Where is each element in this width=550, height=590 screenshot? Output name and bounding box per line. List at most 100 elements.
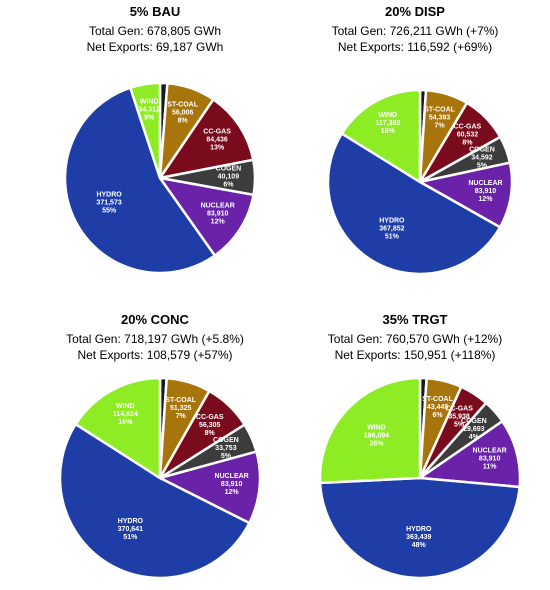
slice-category: COGEN — [469, 147, 495, 154]
pie-slice — [63, 86, 217, 275]
slice-category: WIND — [378, 112, 397, 119]
slice-category: HYDRO — [96, 192, 122, 199]
slice-label: ST-COAL 51,325 7% — [165, 397, 196, 420]
slice-percent: 8% — [205, 430, 216, 437]
chart-title: 20% DISP — [385, 4, 445, 19]
slice-value: 371,573 — [96, 200, 121, 207]
net-exports: Net Exports: 69,187 GWh — [87, 40, 224, 54]
slice-category: ST-COAL — [165, 397, 196, 404]
slice-value: 363,439 — [406, 534, 431, 541]
slice-percent: 12% — [211, 219, 226, 226]
slice-label: HYDRO 363,439 48% — [406, 526, 432, 549]
slice-value: 114,624 — [113, 411, 138, 418]
slice-category: CC-GAS — [196, 414, 224, 421]
slice-label: WIND 196,094 26% — [364, 425, 389, 448]
slice-category: WIND — [140, 98, 159, 105]
slice-category: HYDRO — [118, 518, 144, 525]
pie-chart: 5% BAU Total Gen: 678,805 GWh Net Exports:… — [63, 4, 257, 275]
pie-chart: 20% CONC Total Gen: 718,197 GWh (+5.8%) Ne… — [58, 312, 262, 580]
slice-percent: 16% — [381, 128, 396, 135]
pie-chart: 20% DISP Total Gen: 726,211 GWh (+7%) Net … — [326, 4, 514, 276]
chart-title: 35% TRGT — [382, 312, 447, 327]
pie-slice — [340, 88, 422, 185]
slice-value: 196,094 — [364, 433, 389, 440]
slice-label: HYDRO 367,852 51% — [379, 217, 405, 240]
slice-label: HYDRO 370,641 51% — [118, 518, 144, 541]
slice-percent: 6% — [223, 182, 234, 189]
slice-percent: 5% — [454, 422, 465, 429]
pie-slice — [416, 419, 522, 489]
slice-category: CC-GAS — [454, 124, 482, 131]
slice-percent: 5% — [144, 114, 155, 121]
slice-percent: 48% — [412, 542, 427, 549]
slice-percent: 55% — [102, 208, 117, 215]
slice-category: HYDRO — [406, 526, 432, 533]
slice-percent: 8% — [462, 140, 473, 147]
slice-label: WIND 114,624 16% — [113, 403, 138, 426]
slice-label: ST-COAL 43,445 6% — [422, 396, 453, 419]
slice-value: 51,325 — [170, 405, 192, 412]
slice-value: 35,938 — [448, 414, 470, 421]
slice-label: CC-GAS 84,436 13% — [203, 128, 231, 151]
slice-category: ST-COAL — [424, 107, 455, 114]
slice-value: 83,910 — [475, 188, 497, 195]
slice-percent: 12% — [478, 196, 493, 203]
slice-percent: 7% — [176, 413, 187, 420]
slice-category: NUCLEAR — [215, 473, 249, 480]
slice-label: NUCLEAR 83,910 12% — [201, 203, 235, 226]
slice-category: NUCLEAR — [201, 203, 235, 210]
slice-percent: 51% — [385, 233, 400, 240]
slice-label: CC-GAS 56,305 8% — [196, 414, 224, 437]
slice-value: 33,753 — [215, 445, 237, 452]
slice-category: WIND — [116, 403, 135, 410]
slice-label: ST-COAL 54,393 7% — [424, 107, 455, 130]
slice-category: ST-COAL — [167, 101, 198, 108]
slice-value: 43,445 — [427, 404, 449, 411]
slice-percent: 16% — [118, 419, 133, 426]
slice-label: COGEN 29,693 4% — [461, 418, 487, 441]
pie-slice — [157, 97, 255, 180]
slice-percent: 7% — [435, 123, 446, 130]
slice-label: CC-GAS 60,532 8% — [454, 124, 482, 147]
slice-category: COGEN — [216, 166, 242, 173]
slice-label: ST-COAL 56,006 8% — [167, 101, 198, 124]
slice-value: 29,693 — [463, 426, 485, 433]
slice-category: COGEN — [461, 418, 487, 425]
slice-percent: 5% — [477, 163, 488, 170]
total-gen: Total Gen: 718,197 GWh (+5.8%) — [66, 332, 244, 346]
slice-value: 54,393 — [429, 115, 451, 122]
slice-percent: 51% — [123, 534, 138, 541]
slice-value: 83,910 — [221, 481, 243, 488]
slice-category: COGEN — [213, 437, 239, 444]
total-gen: Total Gen: 760,570 GWh (+12%) — [328, 332, 502, 346]
total-gen: Total Gen: 678,805 GWh — [89, 24, 221, 38]
pie-slice — [416, 161, 514, 229]
pie-slice — [318, 476, 521, 580]
pie-chart: 35% TRGT Total Gen: 760,570 GWh (+12%) Net… — [318, 312, 522, 580]
slice-category: WIND — [367, 425, 386, 432]
slice-value: 83,910 — [207, 211, 229, 218]
slice-percent: 11% — [483, 464, 497, 471]
slice-label: WIND 34,312 5% — [138, 98, 160, 121]
slice-value: 83,910 — [479, 456, 501, 463]
slice-value: 367,852 — [379, 225, 404, 232]
slice-label: NUCLEAR 83,910 12% — [215, 473, 249, 496]
slice-value: 56,305 — [199, 422, 221, 429]
pie-slice — [58, 422, 251, 580]
slice-label: NUCLEAR 83,910 12% — [468, 180, 502, 203]
slice-label: CC-GAS 35,938 5% — [445, 406, 473, 429]
slice-value: 34,312 — [138, 106, 160, 113]
slice-value: 34,592 — [471, 155, 493, 162]
slice-label: HYDRO 371,573 55% — [96, 192, 122, 215]
slice-percent: 13% — [210, 144, 225, 151]
net-exports: Net Exports: 108,579 (+57%) — [77, 348, 232, 362]
slice-category: ST-COAL — [422, 396, 453, 403]
chart-title: 5% BAU — [130, 4, 181, 19]
total-gen: Total Gen: 726,211 GWh (+7%) — [332, 24, 499, 38]
slice-label: WIND 117,382 16% — [375, 112, 400, 135]
slice-category: CC-GAS — [445, 406, 473, 413]
net-exports: Net Exports: 150,951 (+118%) — [335, 348, 496, 362]
slice-percent: 26% — [370, 441, 385, 448]
chart-title: 20% CONC — [121, 312, 190, 327]
net-exports: Net Exports: 116,592 (+69%) — [338, 40, 492, 54]
